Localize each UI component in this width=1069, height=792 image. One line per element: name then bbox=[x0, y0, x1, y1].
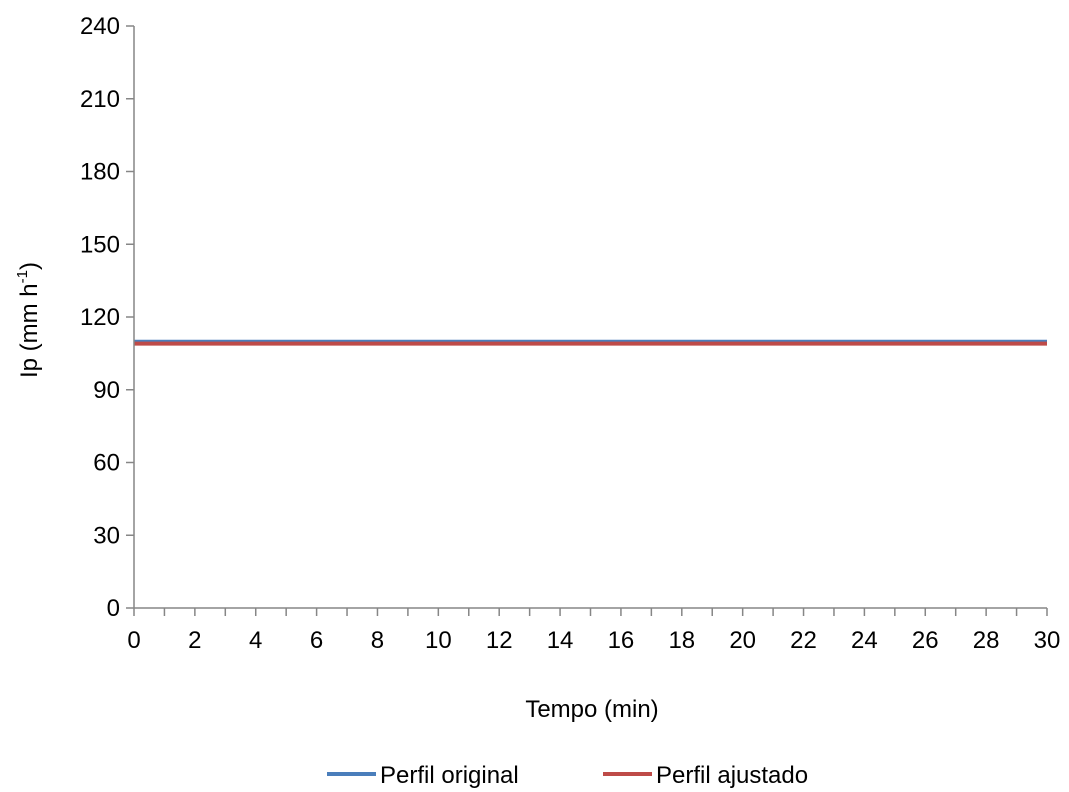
y-tick-label: 30 bbox=[93, 522, 120, 549]
y-tick-label: 180 bbox=[80, 159, 120, 186]
x-tick-label: 10 bbox=[425, 627, 452, 654]
x-tick-label: 16 bbox=[608, 627, 635, 654]
x-tick-label: 6 bbox=[310, 627, 323, 654]
x-tick-label: 18 bbox=[668, 627, 695, 654]
x-tick-label: 24 bbox=[851, 627, 878, 654]
y-tick-label: 120 bbox=[80, 304, 120, 331]
axes-layer bbox=[133, 26, 1047, 609]
x-tick-label: 30 bbox=[1034, 627, 1061, 654]
y-tick-label: 150 bbox=[80, 231, 120, 258]
y-axis-title-sup: -1 bbox=[14, 270, 31, 283]
x-tick-label: 0 bbox=[127, 627, 140, 654]
y-axis-title-main: Ip (mm h bbox=[16, 283, 43, 378]
series-layer bbox=[134, 339, 1047, 346]
x-tick-label: 14 bbox=[547, 627, 574, 654]
x-tick-label: 12 bbox=[486, 627, 513, 654]
x-axis-title: Tempo (min) bbox=[525, 696, 658, 723]
x-tick-label: 28 bbox=[973, 627, 1000, 654]
legend: Perfil original Perfil ajustado bbox=[327, 762, 808, 789]
y-axis-title-close: ) bbox=[16, 262, 43, 270]
y-tick-label: 210 bbox=[80, 86, 120, 113]
x-tick-label: 8 bbox=[371, 627, 384, 654]
y-tick-label: 0 bbox=[107, 595, 120, 622]
x-tick-label: 2 bbox=[188, 627, 201, 654]
x-tick-label: 26 bbox=[912, 627, 939, 654]
y-tick-label: 60 bbox=[93, 450, 120, 477]
y-tick-label: 90 bbox=[93, 377, 120, 404]
legend-label-original: Perfil original bbox=[380, 762, 519, 789]
x-tick-label: 4 bbox=[249, 627, 262, 654]
y-axis-title: Ip (mm h-1) bbox=[14, 262, 43, 378]
x-tick-label: 22 bbox=[790, 627, 817, 654]
y-tick-label: 240 bbox=[80, 13, 120, 40]
x-tick-label: 20 bbox=[729, 627, 756, 654]
legend-label-ajustado: Perfil ajustado bbox=[656, 762, 808, 789]
